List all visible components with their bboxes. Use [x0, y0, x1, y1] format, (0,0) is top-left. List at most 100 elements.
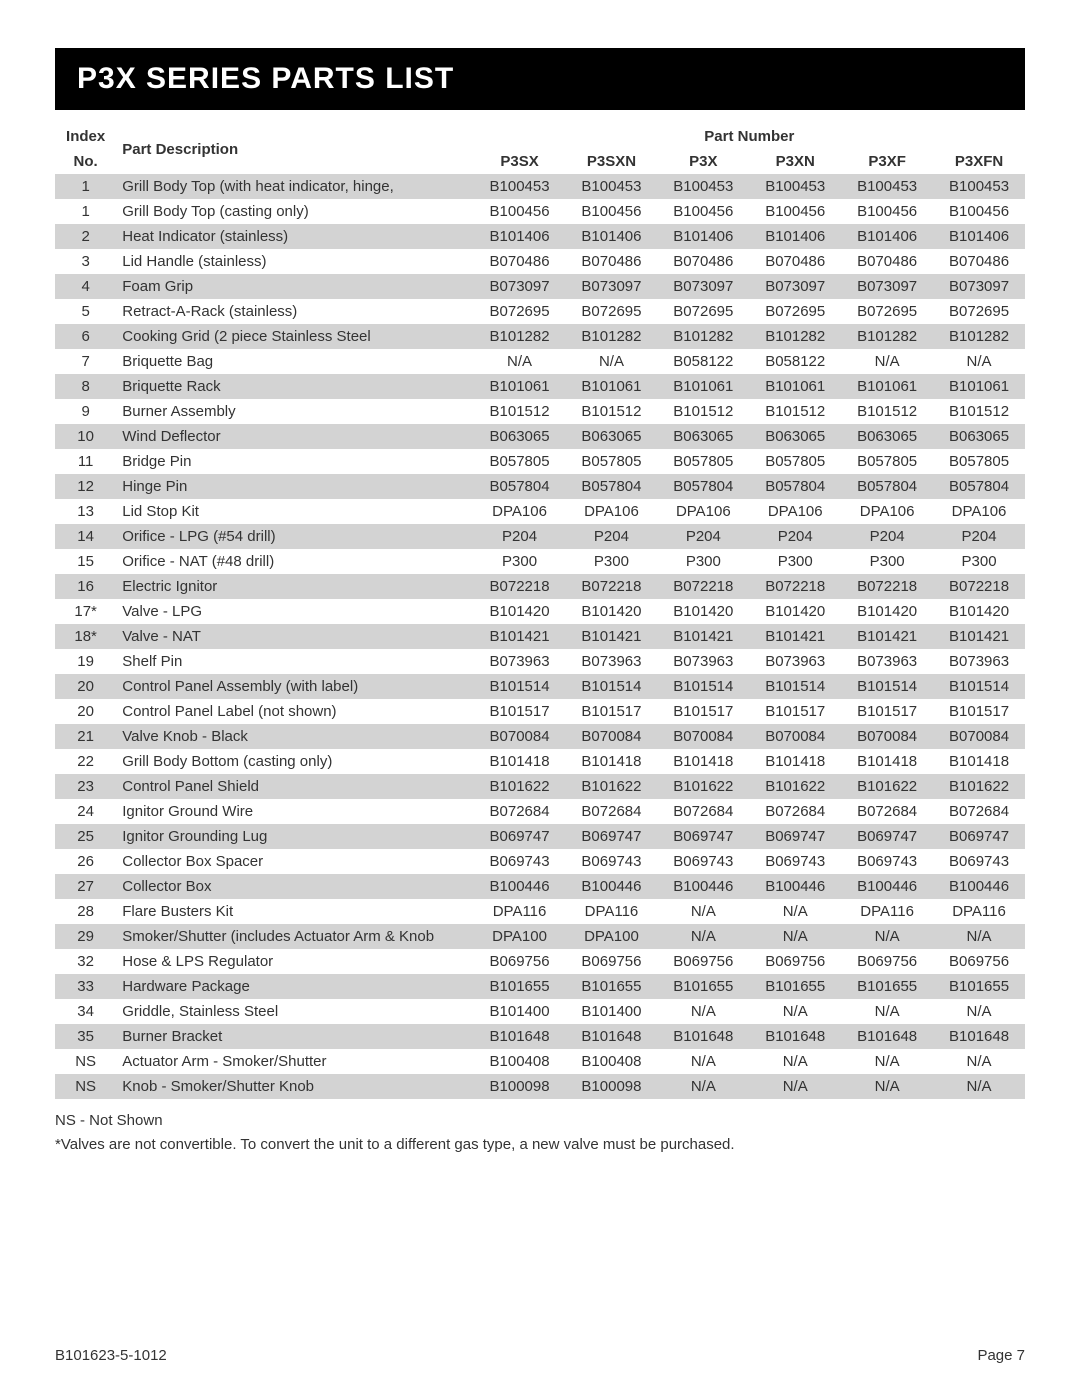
cell-partnumber: B072218 — [566, 574, 658, 599]
cell-partnumber: B069756 — [933, 949, 1025, 974]
cell-description: Burner Assembly — [116, 399, 473, 424]
col-header-model-4: P3XF — [841, 149, 933, 174]
cell-partnumber: B101421 — [566, 624, 658, 649]
cell-partnumber: B057805 — [749, 449, 841, 474]
cell-partnumber: B100456 — [933, 199, 1025, 224]
cell-partnumber: B101655 — [474, 974, 566, 999]
cell-partnumber: B057804 — [566, 474, 658, 499]
cell-partnumber: B101517 — [566, 699, 658, 724]
cell-partnumber: B057804 — [657, 474, 749, 499]
cell-partnumber: B069743 — [749, 849, 841, 874]
table-row: 13Lid Stop KitDPA106DPA106DPA106DPA106DP… — [55, 499, 1025, 524]
table-row: 20Control Panel Label (not shown)B101517… — [55, 699, 1025, 724]
cell-index: 29 — [55, 924, 116, 949]
cell-partnumber: B057804 — [749, 474, 841, 499]
cell-partnumber: B073963 — [566, 649, 658, 674]
cell-partnumber: B070486 — [841, 249, 933, 274]
cell-partnumber: B101418 — [657, 749, 749, 774]
cell-partnumber: B058122 — [749, 349, 841, 374]
cell-index: 17* — [55, 599, 116, 624]
cell-index: 1 — [55, 174, 116, 199]
cell-index: 26 — [55, 849, 116, 874]
cell-partnumber: B101655 — [566, 974, 658, 999]
cell-description: Heat Indicator (stainless) — [116, 224, 473, 249]
col-header-model-3: P3XN — [749, 149, 841, 174]
cell-description: Collector Box — [116, 874, 473, 899]
col-header-model-1: P3SXN — [566, 149, 658, 174]
cell-partnumber: DPA106 — [566, 499, 658, 524]
cell-partnumber: N/A — [749, 1074, 841, 1099]
cell-partnumber: B072695 — [566, 299, 658, 324]
cell-partnumber: B057804 — [474, 474, 566, 499]
cell-partnumber: B101406 — [566, 224, 658, 249]
cell-partnumber: B069756 — [657, 949, 749, 974]
cell-partnumber: P300 — [841, 549, 933, 574]
table-row: 20Control Panel Assembly (with label)B10… — [55, 674, 1025, 699]
cell-partnumber: B101406 — [841, 224, 933, 249]
cell-partnumber: B101282 — [566, 324, 658, 349]
cell-description: Grill Body Top (casting only) — [116, 199, 473, 224]
cell-description: Griddle, Stainless Steel — [116, 999, 473, 1024]
cell-partnumber: B063065 — [749, 424, 841, 449]
cell-partnumber: B101517 — [841, 699, 933, 724]
cell-partnumber: B069743 — [657, 849, 749, 874]
cell-partnumber: B101648 — [841, 1024, 933, 1049]
cell-description: Electric Ignitor — [116, 574, 473, 599]
col-header-model-0: P3SX — [474, 149, 566, 174]
cell-partnumber: N/A — [657, 1074, 749, 1099]
cell-partnumber: B100456 — [474, 199, 566, 224]
cell-partnumber: B101517 — [657, 699, 749, 724]
footnote-ns: NS - Not Shown — [55, 1109, 1025, 1133]
cell-partnumber: B069743 — [474, 849, 566, 874]
cell-partnumber: P204 — [657, 524, 749, 549]
cell-partnumber: B073097 — [841, 274, 933, 299]
cell-partnumber: B063065 — [566, 424, 658, 449]
cell-partnumber: B101282 — [933, 324, 1025, 349]
cell-partnumber: B058122 — [657, 349, 749, 374]
page: P3X SERIES PARTS LIST Index Part Descrip… — [0, 0, 1080, 1394]
cell-partnumber: B072684 — [566, 799, 658, 824]
table-row: 16Electric IgnitorB072218B072218B072218B… — [55, 574, 1025, 599]
cell-index: 7 — [55, 349, 116, 374]
table-head: Index Part Description Part Number No. P… — [55, 124, 1025, 174]
cell-partnumber: B070486 — [749, 249, 841, 274]
table-row: 7Briquette BagN/AN/AB058122B058122N/AN/A — [55, 349, 1025, 374]
cell-partnumber: N/A — [933, 1049, 1025, 1074]
cell-partnumber: P300 — [749, 549, 841, 574]
cell-partnumber: N/A — [657, 924, 749, 949]
cell-partnumber: B101622 — [933, 774, 1025, 799]
cell-partnumber: B100453 — [566, 174, 658, 199]
cell-description: Valve - LPG — [116, 599, 473, 624]
page-number: Page 7 — [977, 1347, 1025, 1364]
cell-partnumber: B101421 — [933, 624, 1025, 649]
cell-description: Briquette Rack — [116, 374, 473, 399]
cell-partnumber: B069747 — [474, 824, 566, 849]
cell-partnumber: B101418 — [566, 749, 658, 774]
cell-description: Control Panel Assembly (with label) — [116, 674, 473, 699]
col-header-model-2: P3X — [657, 149, 749, 174]
cell-index: 32 — [55, 949, 116, 974]
cell-partnumber: B057805 — [841, 449, 933, 474]
cell-partnumber: B101517 — [933, 699, 1025, 724]
cell-description: Control Panel Shield — [116, 774, 473, 799]
cell-partnumber: B069743 — [566, 849, 658, 874]
cell-partnumber: B101512 — [749, 399, 841, 424]
table-body: 1Grill Body Top (with heat indicator, hi… — [55, 174, 1025, 1099]
cell-partnumber: B101512 — [474, 399, 566, 424]
cell-description: Ignitor Grounding Lug — [116, 824, 473, 849]
cell-partnumber: B073097 — [566, 274, 658, 299]
cell-partnumber: B101406 — [933, 224, 1025, 249]
cell-partnumber: N/A — [657, 999, 749, 1024]
cell-partnumber: N/A — [933, 1074, 1025, 1099]
table-row: 2Heat Indicator (stainless)B101406B10140… — [55, 224, 1025, 249]
cell-partnumber: B070084 — [749, 724, 841, 749]
cell-partnumber: B101282 — [841, 324, 933, 349]
cell-description: Collector Box Spacer — [116, 849, 473, 874]
cell-partnumber: DPA106 — [657, 499, 749, 524]
cell-partnumber: B100446 — [566, 874, 658, 899]
cell-index: 12 — [55, 474, 116, 499]
cell-partnumber: B057805 — [474, 449, 566, 474]
cell-partnumber: B101420 — [566, 599, 658, 624]
cell-partnumber: B101648 — [933, 1024, 1025, 1049]
cell-partnumber: B101418 — [841, 749, 933, 774]
